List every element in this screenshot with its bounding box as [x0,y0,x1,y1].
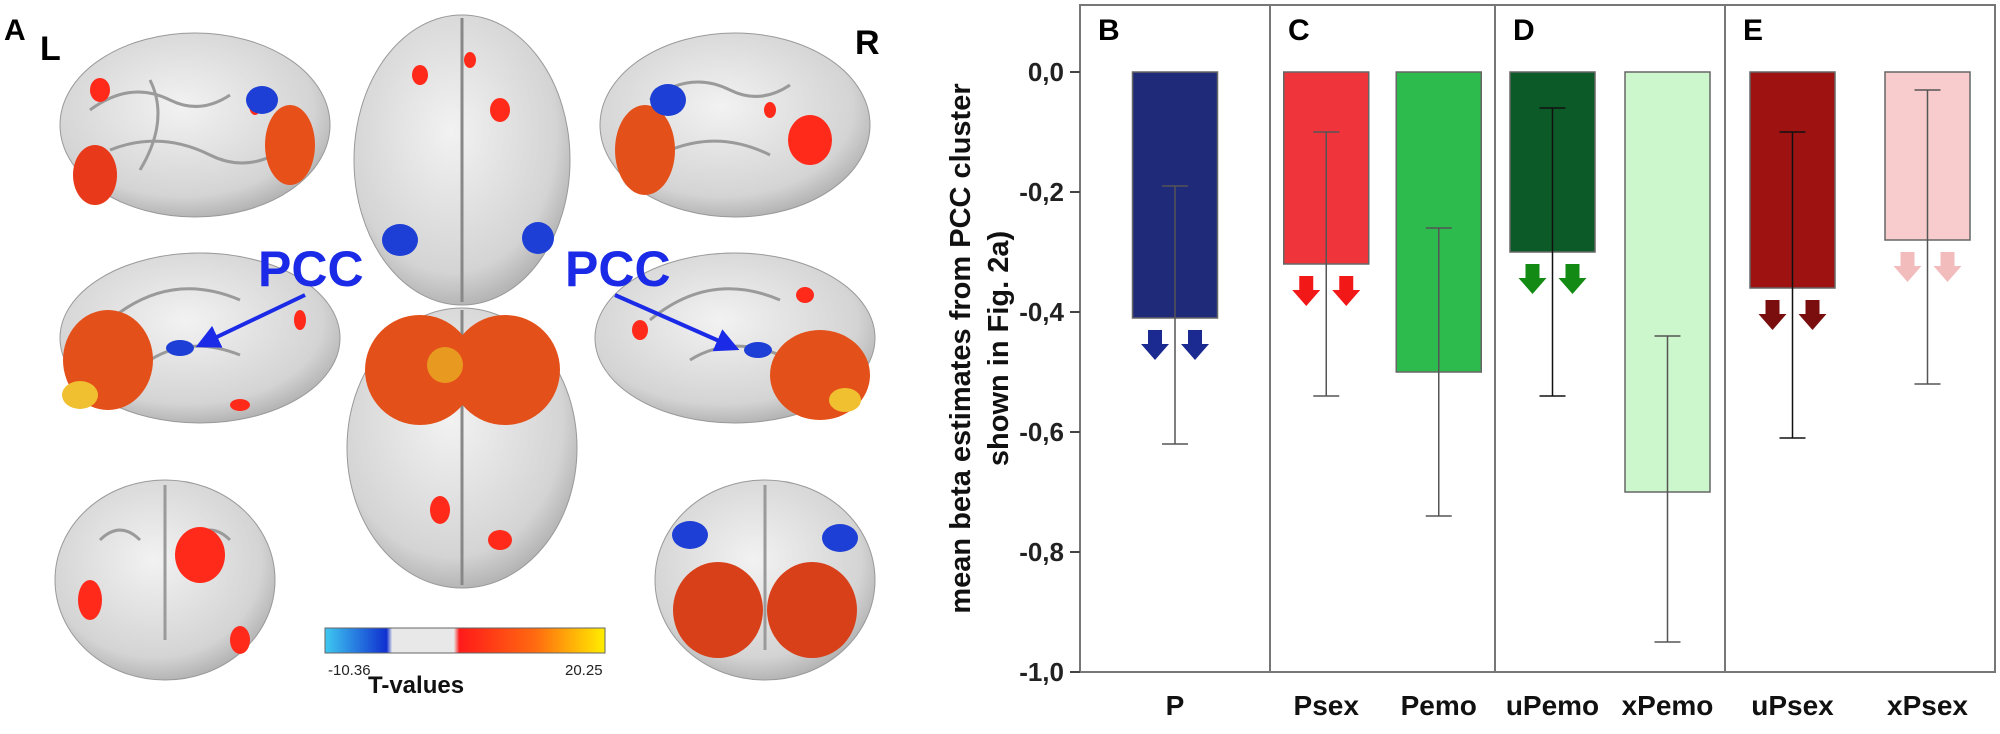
down-arrow-icon [1332,276,1361,306]
down-arrow-icon [1181,330,1209,360]
brain-posterior-view [54,479,276,681]
plot-frame [1079,4,1996,673]
x-tick-label: P [1166,690,1185,721]
colorbar-title: T-values [368,672,465,699]
down-arrow-icon [1518,264,1547,294]
brain-dorsal-view [353,14,571,306]
x-tick-label: xPsex [1887,690,1968,721]
pcc-arrow-right [614,293,740,352]
brain-renderings-panel: A L R PCC PCC -10.36 20.25 T-values [0,0,930,729]
brain-right-lateral [599,32,871,218]
colorbar [324,627,606,654]
down-arrow-icon [1798,300,1827,330]
panel-letter-a: A [4,14,26,47]
brain-left-lateral [59,32,331,218]
left-hemisphere-label: L [40,30,61,68]
brain-anterior-view [654,479,876,681]
pcc-label-right: PCC [565,241,671,297]
pcc-label-left: PCC [258,241,364,297]
y-tick-label: -0,4 [1019,297,1064,327]
y-axis-label: mean beta estimates from PCC cluster show… [945,83,1015,613]
group-letter-d: D [1513,14,1535,47]
x-tick-label: Psex [1294,690,1360,721]
y-tick-label: 0,0 [1028,57,1064,87]
y-tick-label: -1,0 [1019,657,1064,687]
x-tick-label: xPemo [1622,690,1714,721]
down-arrow-icon [1758,300,1787,330]
group-letter-e: E [1743,14,1763,47]
down-arrow-icon [1893,252,1922,282]
brain-ventral-view [346,307,578,589]
brain-right-medial [594,252,876,424]
down-arrow-icon [1558,264,1587,294]
y-tick-label: -0,2 [1019,177,1064,207]
y-tick-label: -0,8 [1019,537,1064,567]
right-hemisphere-label: R [855,24,880,62]
down-arrow-icon [1141,330,1169,360]
pcc-arrow-left [195,293,306,348]
down-arrow-icon [1933,252,1962,282]
x-tick-label: uPsex [1751,690,1834,721]
group-letter-c: C [1288,14,1310,47]
beta-estimates-chart-panel: 0,0 -0,2 -0,4 -0,6 -0,8 -1,0 mean beta estimat… [930,0,2000,729]
x-tick-label: uPemo [1506,690,1599,721]
group-letter-b: B [1098,14,1120,47]
x-tick-label: Pemo [1401,690,1477,721]
colorbar-max-label: 20.25 [565,662,603,679]
beta-estimates-chart: 0,0 -0,2 -0,4 -0,6 -0,8 -1,0 mean beta estimat… [945,4,1996,721]
y-tick-label: -0,6 [1019,417,1064,447]
colorbar-min-label: -10.36 [328,662,371,679]
brain-renderings [54,14,876,681]
down-arrow-icon [1292,276,1321,306]
